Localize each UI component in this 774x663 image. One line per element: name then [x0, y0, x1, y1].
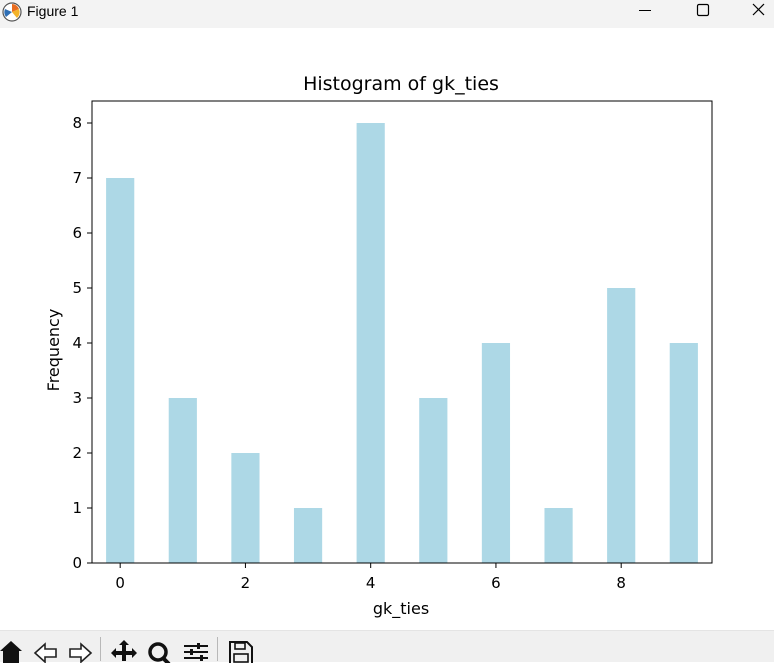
navigation-toolbar: [0, 630, 774, 663]
matplotlib-figure-icon: [2, 2, 22, 22]
y-axis-label: Frequency: [44, 309, 63, 392]
bar-7: [544, 508, 573, 563]
bar-9: [669, 343, 698, 563]
close-button[interactable]: [728, 0, 774, 28]
sliders-icon: [184, 643, 208, 661]
y-ticks-group: 0 1 2 3 4 5 6 7 8: [72, 114, 92, 572]
minimize-button[interactable]: [622, 0, 668, 28]
bar-6: [481, 343, 511, 563]
x-ticks-group: 0 2 4 6 8: [115, 563, 626, 592]
x-tick-label: 2: [241, 574, 251, 592]
figure-canvas: Histogram of gk_ties 0 2 4 6 8 0 1 2 3 4 5 6 7 8 gk_…: [0, 28, 774, 630]
maximize-icon: [696, 3, 710, 17]
axes-frame: [91, 100, 713, 564]
forward-arrow-icon: [69, 642, 93, 663]
minimize-icon: [639, 10, 651, 11]
maximize-button[interactable]: [680, 0, 726, 28]
home-button[interactable]: [0, 637, 28, 663]
x-axis-label: gk_ties: [373, 599, 429, 619]
toolbar-separator: [217, 637, 218, 661]
back-button[interactable]: [32, 637, 62, 663]
toolbar-separator: [100, 637, 101, 661]
bar-5: [419, 398, 448, 563]
y-tick-label: 6: [72, 224, 82, 242]
x-tick-label: 4: [366, 574, 376, 592]
bar-2: [231, 453, 260, 563]
histogram-chart: Histogram of gk_ties 0 2 4 6 8 0 1 2 3 4 5 6 7 8 gk_…: [44, 73, 713, 619]
move-icon: [111, 640, 137, 661]
window-title: Figure 1: [27, 3, 79, 19]
y-tick-label: 1: [72, 499, 82, 517]
bar-3: [293, 508, 323, 563]
save-button[interactable]: [226, 637, 256, 663]
y-tick-label: 7: [72, 169, 82, 187]
zoom-icon: [148, 642, 171, 663]
y-tick-label: 2: [72, 444, 82, 462]
x-tick-label: 6: [491, 574, 501, 592]
home-icon: [0, 641, 22, 663]
y-tick-label: 0: [72, 554, 82, 572]
window-titlebar: Figure 1: [0, 0, 774, 28]
bars-group: [106, 123, 698, 563]
save-icon: [229, 641, 253, 663]
back-arrow-icon: [33, 642, 57, 663]
bar-4: [356, 123, 385, 563]
close-icon: [752, 3, 765, 16]
forward-button[interactable]: [64, 637, 94, 663]
y-tick-label: 5: [72, 279, 82, 297]
configure-subplots-button[interactable]: [181, 637, 211, 663]
bar-0: [106, 178, 135, 563]
y-tick-label: 8: [72, 114, 82, 132]
x-tick-label: 0: [115, 574, 125, 592]
x-tick-label: 8: [616, 574, 626, 592]
pan-button[interactable]: [109, 637, 139, 663]
bar-8: [607, 288, 636, 563]
bar-1: [168, 398, 197, 563]
y-tick-label: 4: [72, 334, 82, 352]
chart-title: Histogram of gk_ties: [303, 73, 499, 95]
zoom-button[interactable]: [144, 637, 174, 663]
y-tick-label: 3: [72, 389, 82, 407]
